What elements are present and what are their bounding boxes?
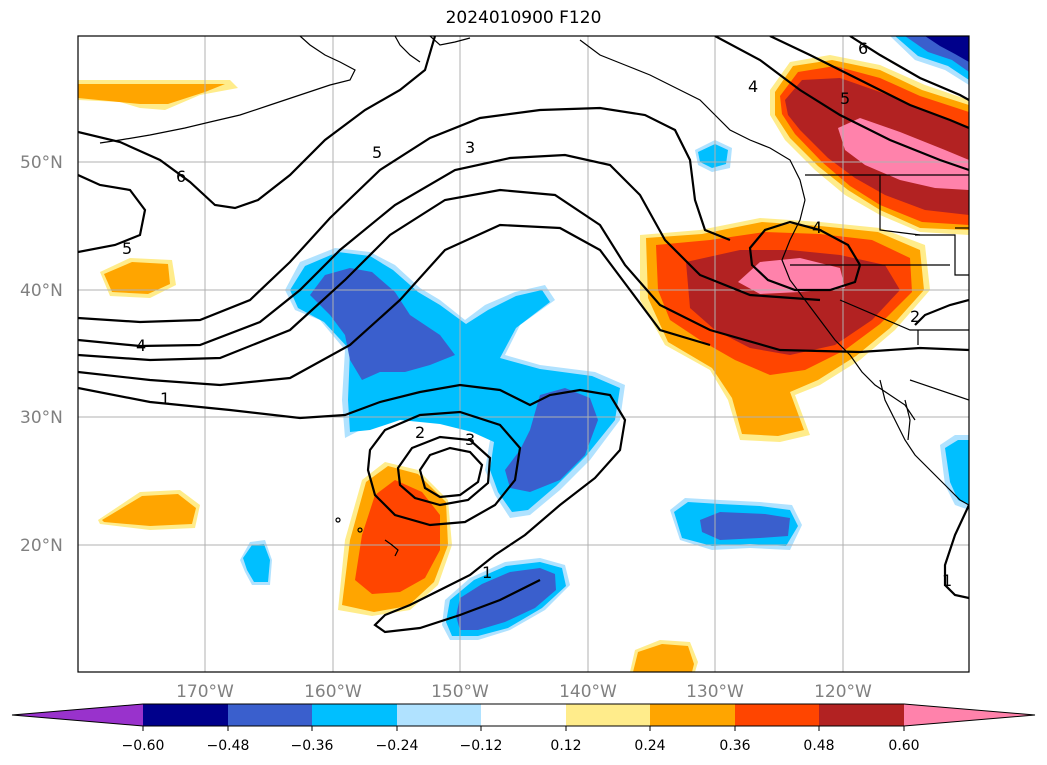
contour-label: 2 — [910, 307, 920, 326]
lon-label: 160°W — [304, 682, 362, 702]
colorbar-tick-label: 0.48 — [803, 738, 834, 754]
colorbar-swatch — [228, 704, 312, 726]
plot-area: 6 5 4 1 5 3 2 3 1 4 5 6 4 2 1 — [78, 36, 969, 672]
coastlines — [99, 36, 969, 557]
contour-label: 1 — [482, 563, 492, 582]
contour-label: 3 — [465, 430, 475, 449]
lon-label: 170°W — [176, 682, 234, 702]
colorbar-tick-label: −0.24 — [376, 738, 419, 754]
lat-label: 40°N — [20, 281, 63, 301]
colorbar-tick-label: −0.36 — [291, 738, 334, 754]
colorbar-tick-label: 0.60 — [888, 738, 919, 754]
contour-label: 6 — [858, 39, 868, 58]
lon-label: 150°W — [431, 682, 489, 702]
contour-label: 3 — [465, 138, 475, 157]
cold-anomaly-fields — [240, 36, 969, 640]
contour-label: 4 — [748, 77, 758, 96]
height-contours — [78, 36, 969, 634]
colorbar-extend-low — [12, 704, 143, 726]
contour-label: 1 — [942, 571, 952, 590]
colorbar-swatch — [566, 704, 650, 726]
contour-label: 6 — [176, 167, 186, 186]
colorbar-tick-label: −0.60 — [122, 738, 165, 754]
lon-label: 120°W — [814, 682, 872, 702]
colorbar-swatch — [735, 704, 819, 726]
lat-label: 20°N — [20, 536, 63, 556]
colorbar: −0.60 −0.48 −0.36 −0.24 −0.12 0.12 0.24 … — [11, 703, 1036, 754]
contour-label: 5 — [372, 143, 382, 162]
lat-label: 30°N — [20, 408, 63, 428]
colorbar-tick-label: 0.24 — [634, 738, 665, 754]
colorbar-swatch — [819, 704, 904, 726]
lon-label: 140°W — [559, 682, 617, 702]
colorbar-tick-label: −0.48 — [207, 738, 250, 754]
lat-label: 50°N — [20, 153, 63, 173]
contour-labels: 6 5 4 1 5 3 2 3 1 4 5 6 4 2 1 — [122, 39, 952, 590]
contour-label: 5 — [840, 89, 850, 108]
colorbar-tick-label: −0.12 — [460, 738, 503, 754]
colorbar-tick-label: 0.36 — [719, 738, 750, 754]
colorbar-swatch — [397, 704, 481, 726]
colorbar-swatch — [143, 704, 228, 726]
colorbar-swatch — [312, 704, 397, 726]
colorbar-swatch — [650, 704, 735, 726]
colorbar-ticks — [142, 726, 905, 731]
colorbar-swatch — [481, 704, 566, 726]
contour-label: 5 — [122, 239, 132, 258]
contour-label: 2 — [415, 423, 425, 442]
contour-label: 1 — [160, 389, 170, 408]
longitude-labels: 170°W 160°W 150°W 140°W 130°W 120°W — [176, 682, 872, 702]
colorbar-extend-high — [904, 704, 1035, 726]
grid-lines — [78, 36, 969, 672]
colorbar-tick-label: 0.12 — [550, 738, 581, 754]
lon-label: 130°W — [686, 682, 744, 702]
contour-label: 4 — [136, 336, 146, 355]
plot-frame — [77, 35, 970, 673]
contour-label: 4 — [812, 218, 822, 237]
latitude-labels: 50°N 40°N 30°N 20°N — [20, 153, 63, 556]
map-title: 2024010900 F120 — [445, 8, 602, 28]
